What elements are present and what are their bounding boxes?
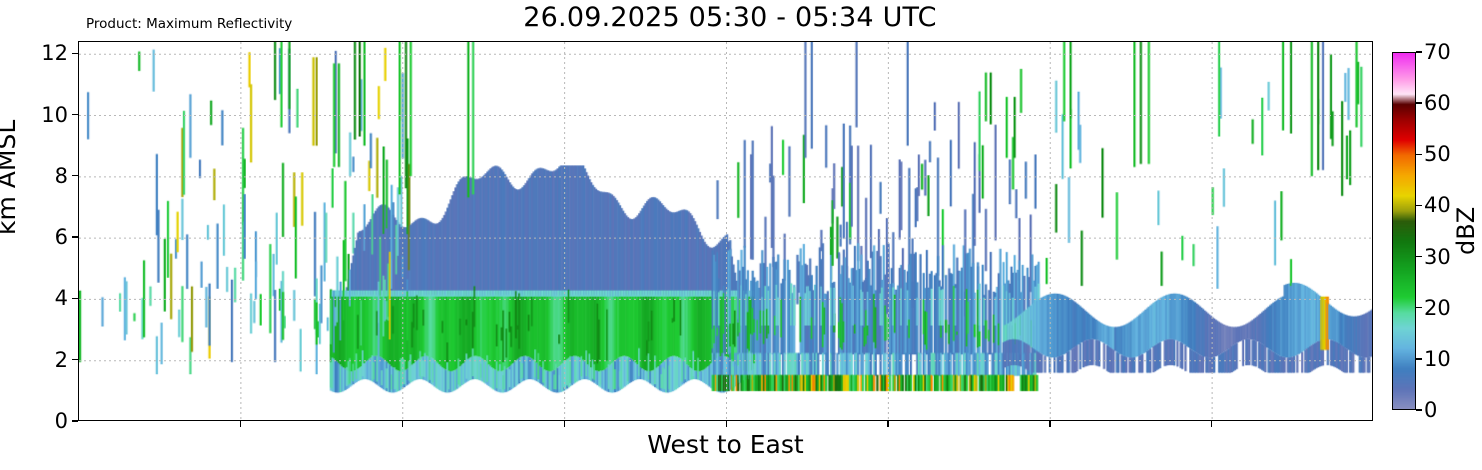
y-axis-tick-label: 0 [54, 409, 68, 433]
y-axis-tick-label: 12 [41, 41, 68, 66]
colorbar [1392, 52, 1416, 410]
colorbar-tick-label: 30 [1424, 244, 1451, 269]
colorbar-tick [1416, 153, 1422, 155]
colorbar-tick-label: 60 [1424, 91, 1451, 116]
reflectivity-heatmap [79, 42, 1372, 420]
y-axis-label: km AMSL [0, 119, 21, 235]
colorbar-tick [1416, 307, 1422, 309]
x-axis-tick [887, 421, 889, 427]
y-axis-tick [72, 113, 78, 116]
x-axis-tick [725, 421, 727, 427]
colorbar-tick [1416, 204, 1422, 207]
x-axis-tick [1049, 421, 1051, 427]
y-axis-tick [72, 297, 78, 300]
y-axis-tick-label: 2 [54, 347, 68, 372]
y-axis-tick [72, 359, 78, 361]
y-axis-tick [72, 420, 78, 422]
colorbar-tick [1416, 358, 1422, 360]
colorbar-label: dBZ [1452, 206, 1480, 255]
y-axis-tick [72, 52, 78, 54]
colorbar-tick-label: 20 [1424, 295, 1451, 320]
x-axis-tick [401, 421, 404, 427]
colorbar-tick [1416, 255, 1422, 258]
product-label: Product: Maximum Reflectivity [86, 16, 293, 32]
colorbar-tick-label: 50 [1424, 142, 1451, 167]
y-axis-tick-label: 6 [54, 225, 68, 250]
y-axis-tick [72, 175, 78, 177]
colorbar-tick-label: 0 [1424, 398, 1438, 422]
colorbar-tick-label: 70 [1424, 40, 1451, 64]
colorbar-tick [1416, 409, 1422, 411]
colorbar-gradient [1393, 53, 1415, 409]
colorbar-tick-label: 40 [1424, 193, 1451, 218]
colorbar-tick [1416, 51, 1422, 53]
y-axis-tick [72, 236, 78, 238]
y-axis-tick-label: 10 [41, 102, 68, 127]
plot-area[interactable] [78, 41, 1373, 421]
x-axis-tick [563, 421, 565, 427]
y-axis-tick-label: 4 [54, 286, 68, 311]
x-axis-tick [1211, 421, 1213, 427]
colorbar-tick-label: 10 [1424, 346, 1451, 371]
colorbar-tick [1416, 102, 1422, 104]
y-axis-tick-label: 8 [54, 163, 68, 188]
chart-title: 26.09.2025 05:30 - 05:34 UTC [523, 2, 937, 33]
x-axis-tick [239, 421, 242, 427]
x-axis-label: West to East [647, 430, 804, 459]
